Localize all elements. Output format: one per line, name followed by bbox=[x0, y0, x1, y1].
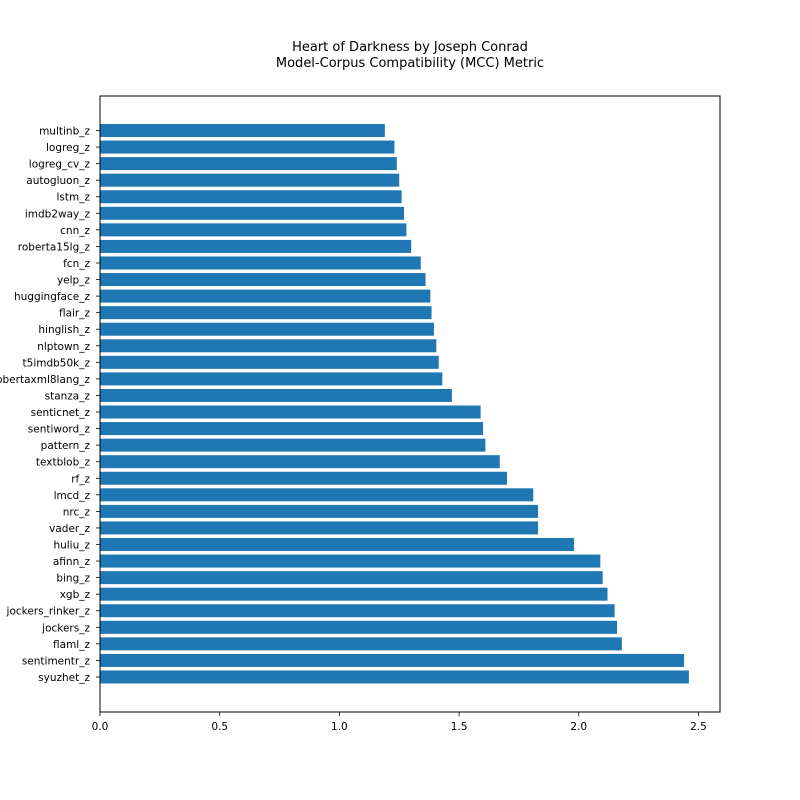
bar-lstm_z bbox=[100, 190, 402, 204]
bar-syuzhet_z bbox=[100, 670, 689, 684]
x-axis-ticks: 0.0 0.5 1.0 1.5 2.0 2.5 bbox=[92, 712, 707, 733]
bar-bing_z bbox=[100, 571, 603, 585]
y-tick-label: multinb_z bbox=[39, 126, 90, 138]
bar-flair_z bbox=[100, 306, 432, 320]
y-tick-label: robertaxml8lang_z bbox=[0, 374, 90, 386]
bar-imdb2way_z bbox=[100, 206, 405, 220]
bar-flaml_z bbox=[100, 637, 622, 651]
bar-cnn_z bbox=[100, 223, 407, 237]
y-tick-label: nlptown_z bbox=[37, 341, 90, 353]
bar-t5imdb50k_z bbox=[100, 355, 439, 369]
y-tick-label: senticnet_z bbox=[31, 407, 91, 419]
y-tick-label: afinn_z bbox=[53, 556, 91, 568]
bar-textblob_z bbox=[100, 455, 500, 469]
bar-fcn_z bbox=[100, 256, 421, 270]
y-tick-label: huliu_z bbox=[53, 540, 90, 552]
y-tick-label: textblob_z bbox=[36, 457, 91, 469]
bar-jockers_z bbox=[100, 620, 618, 634]
bar-roberta15lg_z bbox=[100, 239, 412, 253]
y-tick-label: xgb_z bbox=[60, 589, 91, 601]
bar-rf_z bbox=[100, 471, 507, 485]
y-tick-label: jockers_z bbox=[41, 622, 90, 634]
bar-xgb_z bbox=[100, 587, 608, 601]
y-tick-label: lmcd_z bbox=[54, 490, 91, 502]
bar-stanza_z bbox=[100, 388, 452, 402]
bar-logreg_z bbox=[100, 140, 395, 154]
y-tick-label: stanza_z bbox=[45, 390, 91, 402]
x-tick-label: 0.5 bbox=[211, 721, 228, 733]
bar-sentiword_z bbox=[100, 422, 484, 436]
y-tick-label: t5imdb50k_z bbox=[23, 357, 91, 369]
bar-nlptown_z bbox=[100, 339, 437, 353]
x-tick-label: 0.0 bbox=[92, 721, 109, 733]
y-tick-label: flair_z bbox=[59, 308, 91, 320]
x-tick-label: 2.5 bbox=[690, 721, 707, 733]
y-tick-label: sentiword_z bbox=[28, 424, 91, 436]
y-tick-label: logreg_z bbox=[46, 142, 90, 154]
y-tick-label: jockers_rinker_z bbox=[6, 606, 91, 618]
y-tick-label: hinglish_z bbox=[38, 324, 90, 336]
y-tick-label: sentimentr_z bbox=[22, 655, 91, 667]
y-tick-label: yelp_z bbox=[57, 275, 91, 287]
y-tick-label: syuzhet_z bbox=[38, 672, 90, 684]
x-tick-label: 2.0 bbox=[570, 721, 587, 733]
bar-jockers_rinker_z bbox=[100, 604, 615, 618]
y-tick-label: logreg_cv_z bbox=[29, 159, 91, 171]
bar-autogluon_z bbox=[100, 173, 400, 187]
bar-lmcd_z bbox=[100, 488, 534, 502]
y-tick-label: lstm_z bbox=[57, 192, 91, 204]
chart-subtitle: Model-Corpus Compatibility (MCC) Metric bbox=[276, 56, 544, 71]
bar-logreg_cv_z bbox=[100, 157, 397, 171]
plot-frame bbox=[99, 95, 721, 713]
y-tick-label: imdb2way_z bbox=[25, 208, 91, 220]
y-tick-label: huggingface_z bbox=[14, 291, 90, 303]
bars-group bbox=[100, 124, 689, 684]
bar-pattern_z bbox=[100, 438, 486, 452]
bar-multinb_z bbox=[100, 124, 385, 137]
y-tick-label: vader_z bbox=[49, 523, 90, 535]
bar-vader_z bbox=[100, 521, 539, 535]
x-tick-label: 1.0 bbox=[331, 721, 348, 733]
y-axis-ticks: multinb_z logreg_z logreg_cv_z autogluon_zl… bbox=[0, 126, 100, 684]
y-tick-label: flaml_z bbox=[53, 639, 90, 651]
y-tick-label: bing_z bbox=[56, 573, 90, 585]
y-tick-label: rf_z bbox=[71, 473, 90, 485]
y-tick-label: fcn_z bbox=[63, 258, 90, 270]
bar-senticnet_z bbox=[100, 405, 481, 419]
y-tick-label: autogluon_z bbox=[26, 175, 90, 187]
bar-huggingface_z bbox=[100, 289, 431, 303]
y-tick-label: roberta15lg_z bbox=[18, 241, 91, 253]
bar-nrc_z bbox=[100, 504, 539, 518]
bar-afinn_z bbox=[100, 554, 601, 568]
y-tick-label: nrc_z bbox=[63, 506, 91, 518]
y-tick-label: cnn_z bbox=[60, 225, 90, 237]
bar-sentimentr_z bbox=[100, 653, 685, 667]
y-tick-label: pattern_z bbox=[41, 440, 91, 452]
bar-hinglish_z bbox=[100, 322, 434, 336]
bar-yelp_z bbox=[100, 273, 426, 287]
bar-robertaxml8lang_z bbox=[100, 372, 443, 386]
bar-huliu_z bbox=[100, 538, 574, 551]
x-tick-label: 1.5 bbox=[451, 721, 468, 733]
chart-title: Heart of Darkness by Joseph Conrad bbox=[292, 40, 528, 55]
